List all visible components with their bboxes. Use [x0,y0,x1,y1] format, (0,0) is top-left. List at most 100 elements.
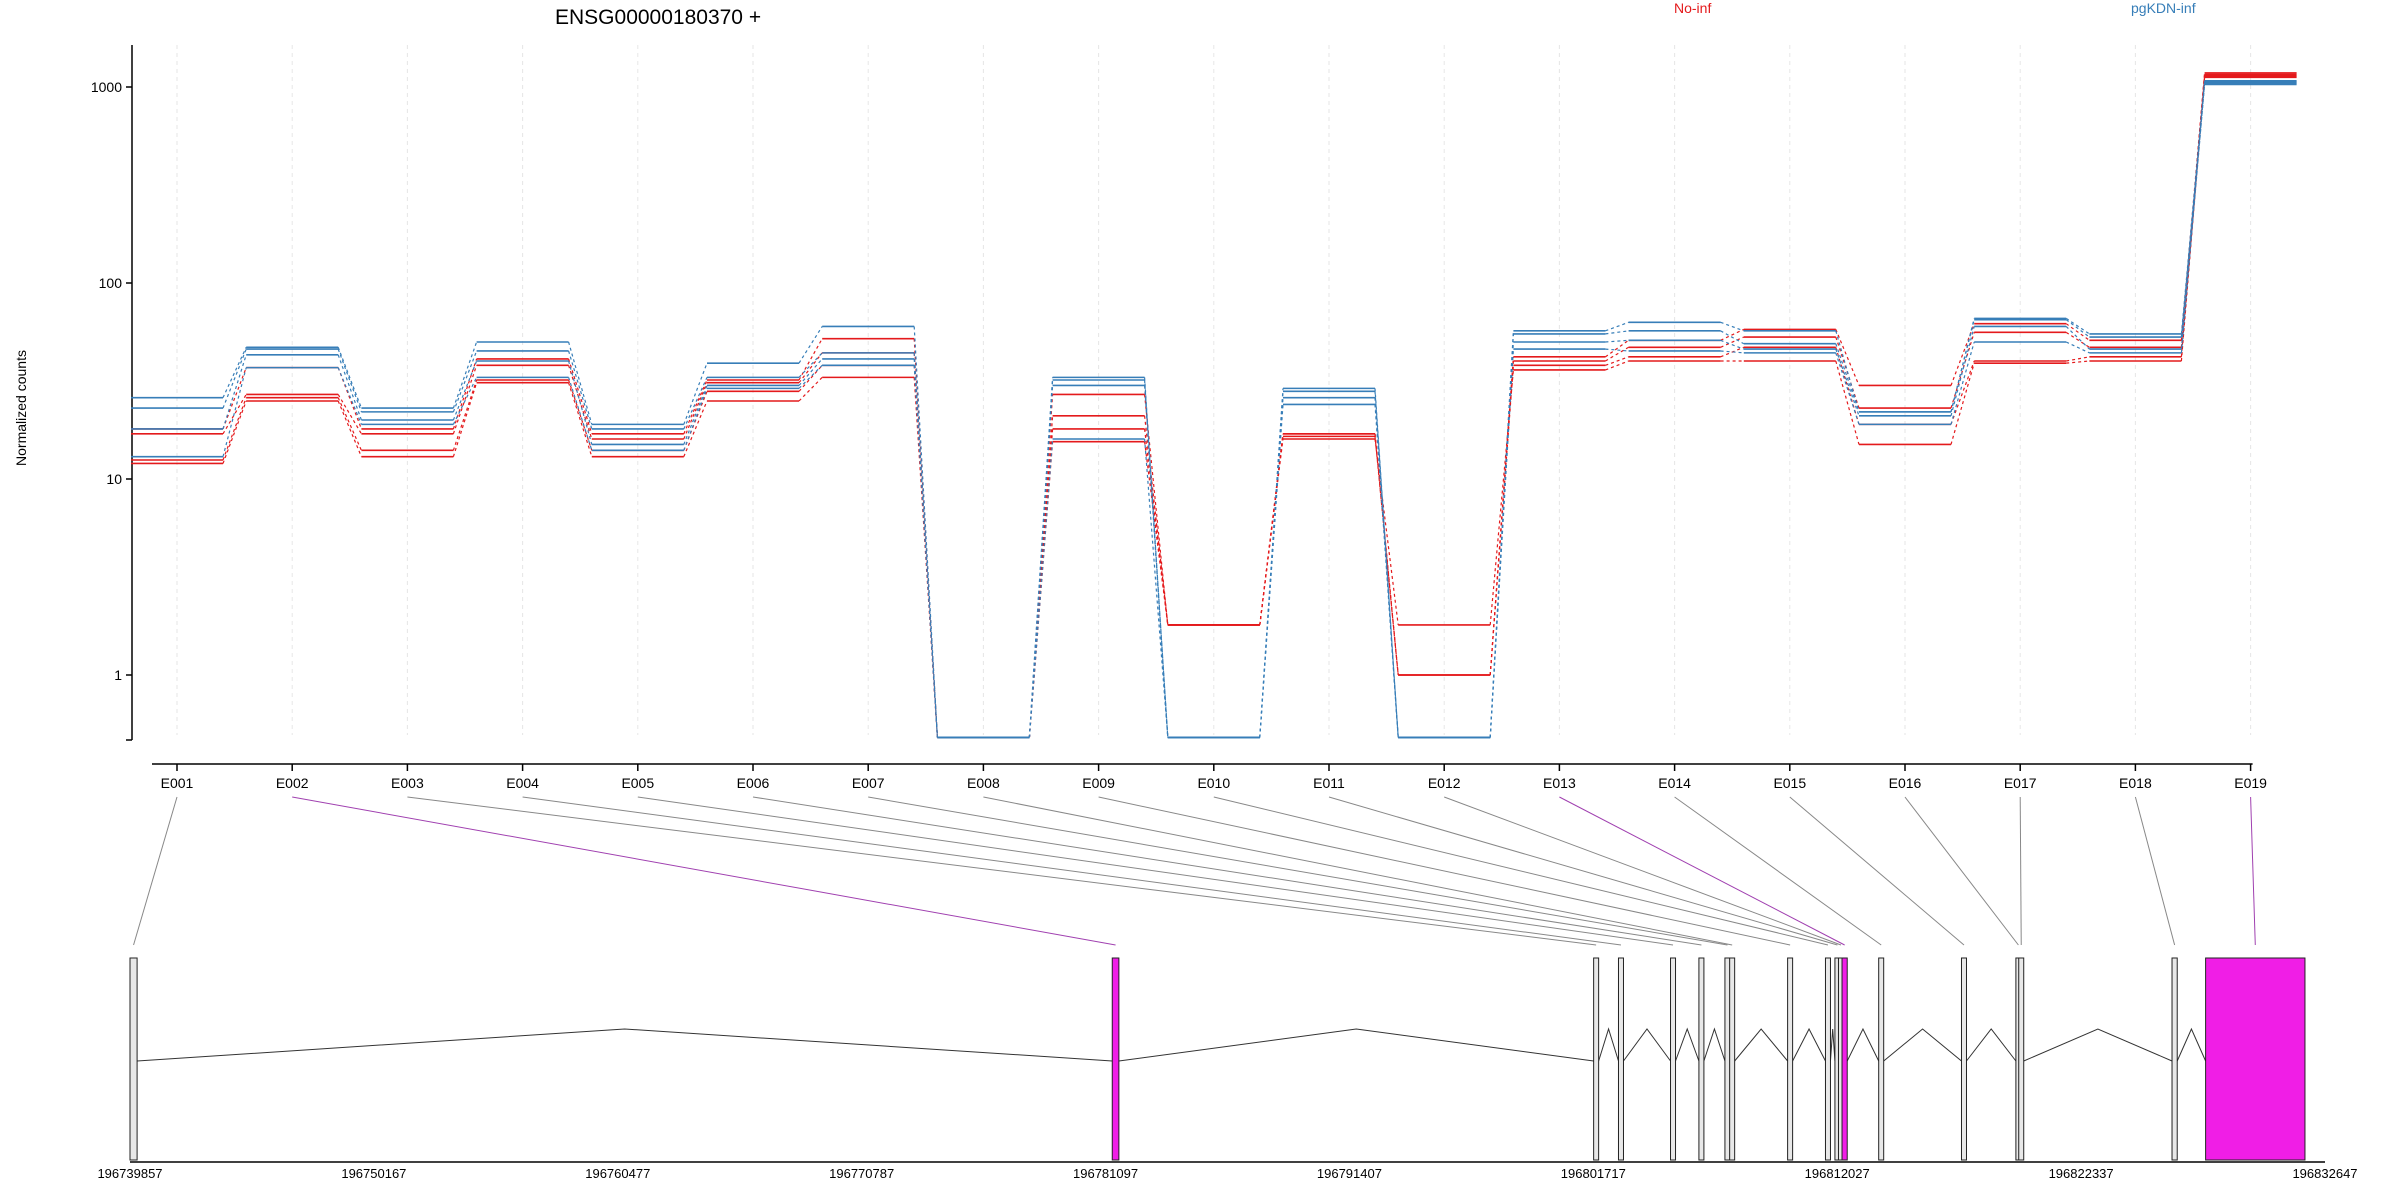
series-connector [683,362,708,425]
series-connector [337,397,362,451]
y-axis: 1 10 100 1000 [91,45,133,741]
series-connector [683,388,708,451]
series-connector [1259,433,1284,626]
series-connector [1259,438,1284,626]
connector-e011 [1328,796,1838,946]
series-connector [1259,436,1284,626]
exon-box-e009 [1787,957,1794,1161]
series-connector [798,364,823,392]
connector-e017 [2019,796,2022,946]
series-connector [2066,356,2090,362]
genomic-coordinate-axis: 196739857 196750167 196760477 196770787 1967… [97,1161,2358,1181]
exon-box-e004 [1617,957,1624,1161]
intron [1846,1027,1880,1062]
series-connector [452,350,478,413]
series-connector [2065,323,2090,341]
series-connector [568,350,593,430]
series-layer [131,72,2297,739]
series-connector [683,385,708,445]
series-connector [1028,379,1054,738]
series-connector [1950,332,1975,409]
series-connector [222,367,247,457]
series-connector [568,341,593,425]
connector-e010 [1213,796,1829,946]
series-connector [1489,356,1514,676]
series-connector [1489,330,1514,738]
y-tick-label: 10 [106,471,122,487]
connector-e001 [133,796,178,946]
series-connector [568,382,593,457]
x-tick-label-e008: E008 [967,775,1000,791]
coord-tick-label: 196791407 [1317,1166,1382,1181]
intron [1675,1027,1700,1062]
series-connector [1720,339,1745,350]
y-axis-label: Normalized counts [13,350,29,466]
legend-no-inf: No-inf [1674,0,1711,16]
series-connector [222,400,247,464]
connector-e018 [2134,796,2176,946]
connector-e004 [522,796,1622,946]
exon-box-e003 [1593,957,1600,1161]
series-connector [337,347,362,409]
connector-e003 [407,796,1597,946]
connector-e009 [1098,796,1791,946]
gene-model [129,957,2306,1161]
series-connector [1835,329,1860,386]
series-connector [1028,377,1054,738]
coord-tick-label: 196739857 [97,1166,162,1181]
series-connector [1835,330,1860,413]
series-connector [1950,362,1975,445]
series-connector [1028,428,1054,738]
series-connector [1605,346,1629,362]
exon-connectors [133,796,2256,946]
series-pgkdn-inf-8 [131,80,2297,739]
x-tick-label-e005: E005 [621,775,654,791]
series-connector [1720,346,1745,358]
series-connector [1720,328,1745,341]
connector-e016 [1904,796,2019,946]
series-connector [913,326,938,738]
series-connector [1950,318,1975,413]
intron [1623,1028,1671,1062]
x-tick-label-e010: E010 [1197,775,1230,791]
series-connector [798,326,823,364]
series-connector [1835,360,1860,445]
connector-e008 [983,796,1733,946]
series-connector [1720,350,1744,354]
intron [1792,1027,1826,1062]
intron [1883,1028,1962,1062]
series-connector [798,352,823,384]
series-connector [222,348,247,409]
series-connector [1374,391,1399,738]
series-connector [1144,377,1169,738]
coord-tick-label: 196801717 [1561,1166,1626,1181]
exon-box-e013 [1841,957,1848,1161]
x-tick-label-e002: E002 [276,775,309,791]
x-tick-label-e004: E004 [506,775,539,791]
series-connector [2180,81,2206,338]
x-tick-label-e012: E012 [1428,775,1461,791]
series-connector [222,397,247,461]
series-connector [337,367,362,425]
series-connector [1374,436,1399,676]
legend-pgkdn-inf: pgKDN-inf [2131,0,2196,16]
series-connector [1950,341,1975,425]
chart-title: ENSG00000180370 + [555,6,761,29]
x-tick-label-e016: E016 [1889,775,1922,791]
series-connector [1028,394,1054,738]
series-connector [1950,360,1975,425]
series-connector [1605,360,1629,371]
vertical-gridlines [176,45,2252,735]
series-connector [2065,341,2090,354]
intron [1703,1027,1726,1062]
y-tick-label: 1 [114,667,122,683]
series-connector [1144,441,1169,626]
series-connector [2065,331,2090,348]
coord-tick-label: 196832647 [2292,1166,2357,1181]
connector-e019 [2250,796,2256,946]
series-connector [1605,339,1629,358]
exon-box-e017 [2018,957,2025,1161]
series-connector [913,352,938,738]
y-tick-label: 1000 [91,79,122,95]
exon-box-e006 [1698,957,1705,1161]
